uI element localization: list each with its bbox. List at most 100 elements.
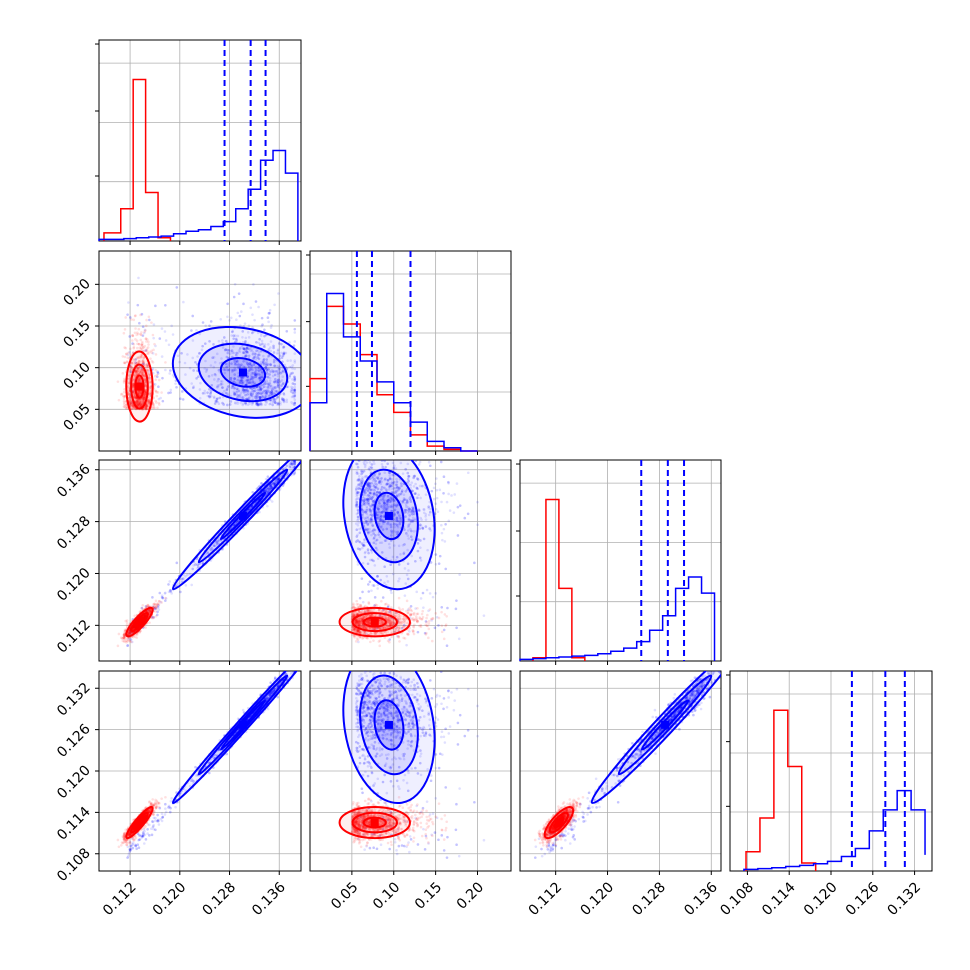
scatter-point [145, 365, 148, 368]
scatter-point [280, 384, 283, 387]
scatter-point [246, 379, 249, 382]
scatter-point [127, 374, 131, 377]
scatter-point [151, 403, 155, 407]
scatter-point [191, 356, 195, 360]
scatter-point [269, 386, 273, 390]
scatter-point [126, 313, 129, 316]
scatter-point [291, 391, 295, 395]
scatter-point [246, 375, 249, 378]
scatter-point [123, 361, 127, 365]
scatter-point [164, 304, 167, 307]
scatter-point [281, 346, 285, 350]
scatter-point [244, 355, 247, 358]
scatter-point [290, 385, 293, 389]
scatter-point [293, 391, 297, 394]
scatter-point [271, 403, 274, 407]
scatter-point [244, 393, 247, 397]
scatter-point [129, 364, 133, 368]
scatter-point [188, 366, 192, 370]
scatter-point [279, 365, 282, 368]
scatter-point [209, 390, 213, 393]
scatter-point [148, 382, 151, 385]
scatter-point [253, 318, 256, 322]
scatter-point [265, 379, 269, 382]
scatter-point [134, 361, 137, 364]
scatter-point [152, 405, 155, 408]
scatter-point [156, 391, 160, 394]
scatter-point [211, 356, 214, 360]
scatter-point [233, 362, 237, 366]
scatter-point [265, 368, 269, 371]
scatter-point [135, 339, 139, 343]
scatter-point [132, 382, 135, 386]
scatter-point [263, 385, 266, 389]
scatter-point [272, 344, 275, 348]
scatter-point [268, 384, 271, 388]
scatter-point [257, 366, 260, 369]
scatter-point [258, 337, 261, 341]
scatter-point [259, 403, 263, 407]
scatter-point [236, 396, 239, 399]
scatter-point [268, 382, 272, 385]
scatter-point [179, 590, 182, 594]
scatter-point [240, 379, 244, 383]
scatter-point [175, 385, 178, 389]
scatter-point [246, 403, 250, 407]
scatter-point [253, 389, 257, 393]
scatter-point [221, 401, 224, 405]
scatter-point [132, 384, 135, 387]
scatter-point [282, 352, 286, 355]
scatter-point [227, 368, 231, 372]
scatter-point [175, 385, 178, 389]
scatter-point [255, 392, 258, 395]
scatter-point [138, 391, 141, 395]
scatter-point [131, 404, 135, 408]
scatter-point [254, 394, 258, 398]
scatter-point [245, 346, 248, 350]
scatter-point [168, 580, 171, 583]
scatter-point [240, 310, 243, 313]
scatter-point [245, 387, 248, 391]
scatter-point [128, 401, 132, 405]
scatter-point [122, 379, 126, 383]
scatter-point [144, 381, 147, 385]
scatter-point [247, 363, 250, 367]
scatter-point [215, 397, 219, 401]
scatter-point [149, 386, 153, 389]
scatter-point [291, 378, 294, 381]
scatter-point [226, 351, 229, 355]
scatter-point [137, 398, 141, 402]
scatter-point [137, 332, 140, 336]
scatter-point [293, 319, 297, 322]
scatter-point [143, 349, 146, 353]
scatter-point [268, 362, 272, 366]
scatter-point [139, 391, 143, 395]
scatter-point [230, 386, 234, 389]
scatter-point [123, 388, 126, 391]
scatter-point [233, 392, 236, 395]
scatter-point [147, 399, 150, 402]
scatter-point [268, 311, 272, 315]
scatter-point [143, 378, 146, 381]
scatter-point [276, 374, 280, 378]
scatter-point [224, 348, 228, 351]
scatter-point [290, 388, 294, 391]
scatter-point [126, 644, 129, 648]
scatter-point [152, 323, 156, 326]
scatter-point [130, 401, 133, 404]
scatter-point [129, 399, 133, 402]
scatter-point [190, 382, 194, 385]
scatter-point [210, 383, 214, 387]
scatter-point [238, 382, 241, 385]
scatter-point [139, 402, 143, 405]
scatter-point [179, 397, 182, 401]
scatter-point [241, 330, 245, 333]
scatter-point [121, 372, 125, 375]
scatter-point [251, 491, 255, 494]
scatter-point [273, 358, 276, 362]
scatter-point [273, 303, 276, 307]
scatter-point [127, 301, 130, 304]
scatter-point [250, 394, 254, 398]
scatter-point [198, 351, 202, 355]
